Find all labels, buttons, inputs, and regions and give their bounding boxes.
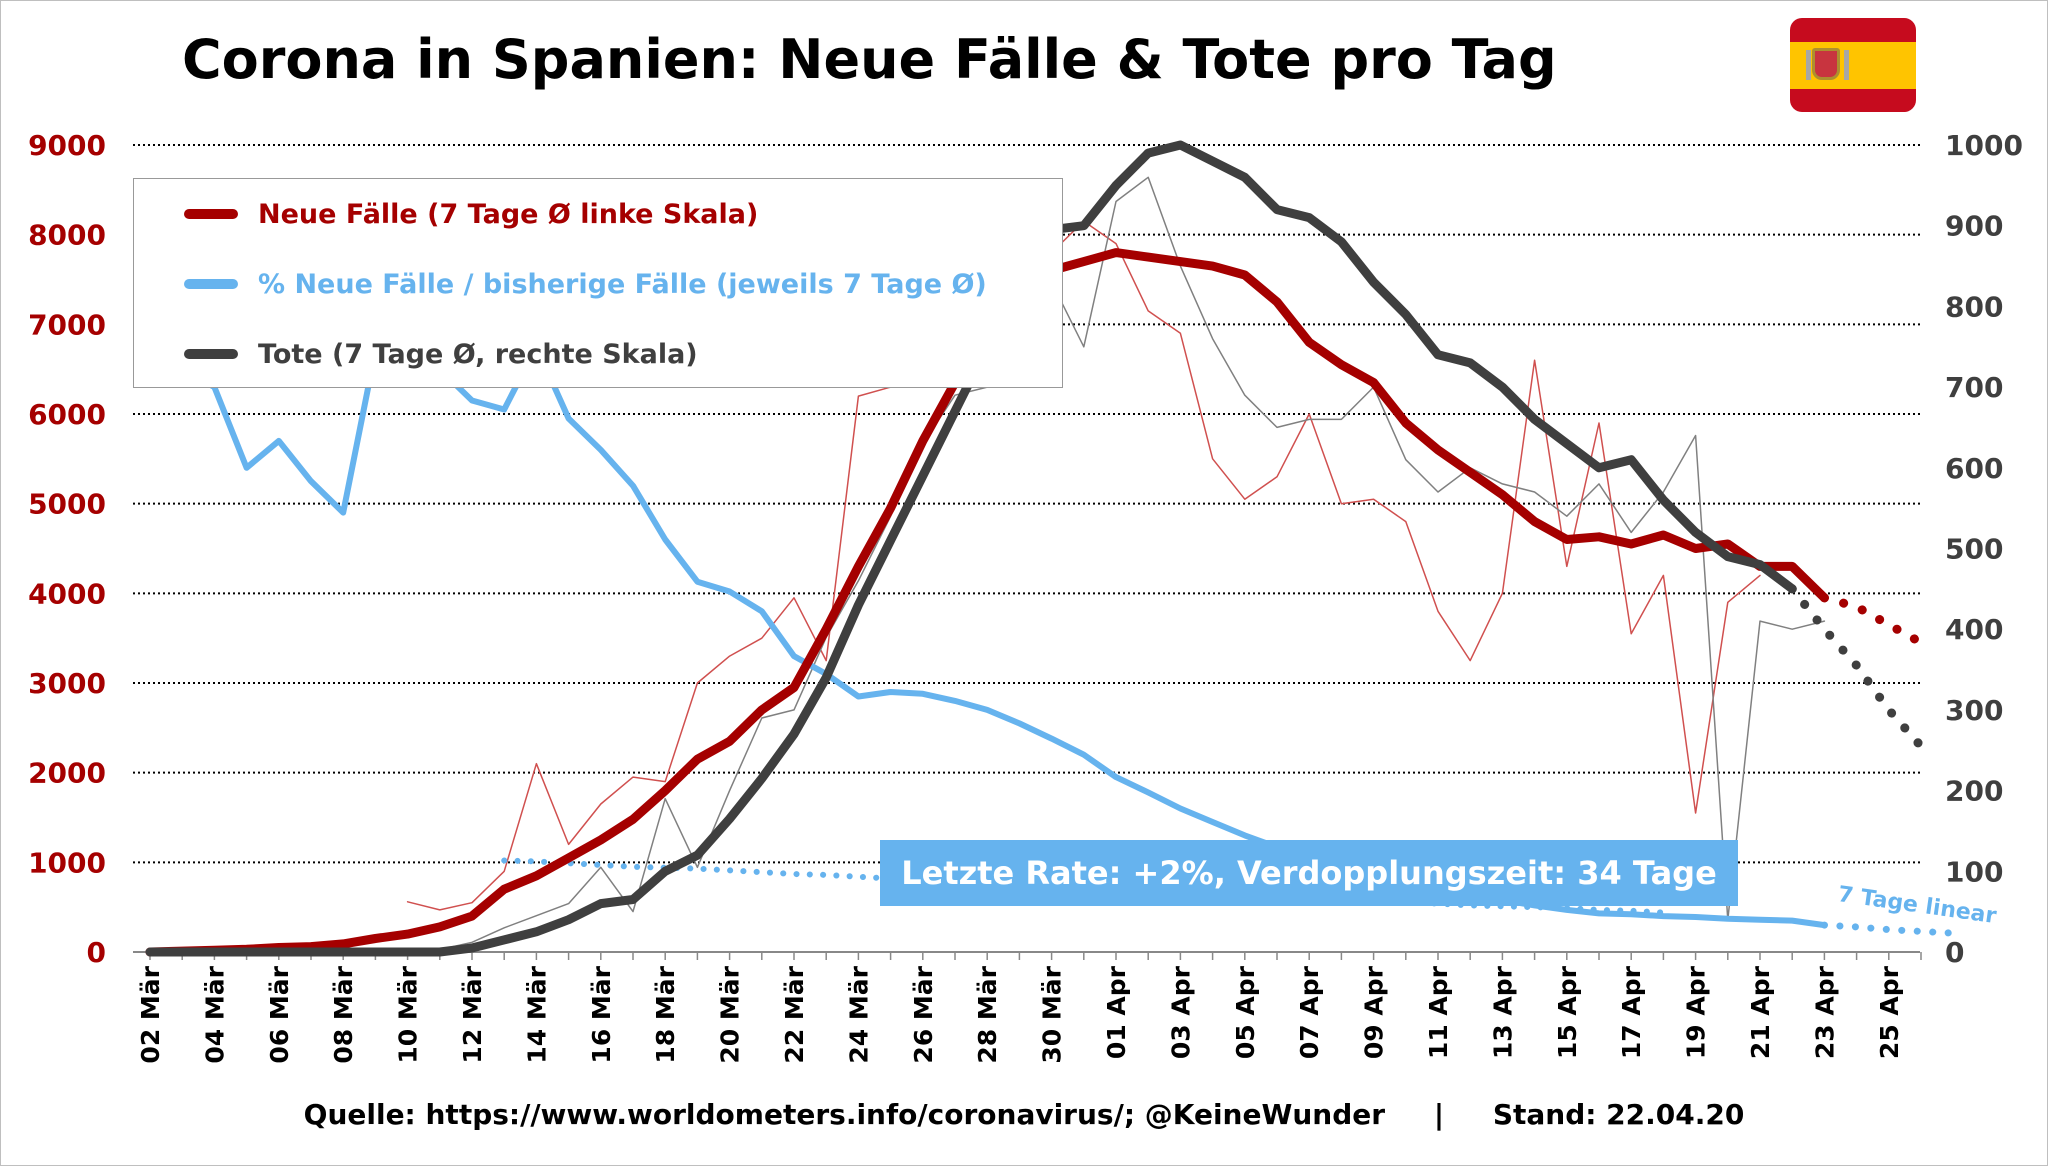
series-line — [1819, 593, 1926, 648]
x-tick-label: 19 Apr — [1682, 965, 1711, 1059]
right-tick-label: 700 — [1945, 371, 2003, 404]
left-tick-label: 9000 — [28, 129, 106, 162]
legend-item-deaths: Tote (7 Tage Ø, rechte Skala) — [184, 338, 698, 370]
x-tick-label: 14 Mär — [522, 965, 551, 1063]
right-tick-label: 0 — [1945, 936, 1964, 969]
left-tick-label: 7000 — [28, 308, 106, 341]
x-tick-label: 30 Mär — [1038, 965, 1067, 1063]
legend-swatch-cases — [184, 209, 238, 219]
x-tick-label: 02 Mär — [136, 965, 165, 1063]
x-tick-label: 04 Mär — [200, 965, 229, 1063]
series-line — [1787, 584, 1926, 751]
x-tick-label: 26 Mär — [909, 965, 938, 1063]
x-tick-label: 15 Apr — [1553, 965, 1582, 1059]
x-tick-label: 06 Mär — [265, 965, 294, 1063]
rate-annotation: Letzte Rate: +2%, Verdopplungszeit: 34 T… — [880, 840, 1738, 906]
x-tick-label: 24 Mär — [844, 965, 873, 1063]
left-tick-label: 5000 — [28, 488, 106, 521]
spain-flag-icon — [1790, 18, 1916, 112]
footer-separator: | — [1433, 1098, 1445, 1131]
right-tick-label: 800 — [1945, 290, 2003, 323]
x-tick-label: 18 Mär — [651, 965, 680, 1063]
left-tick-label: 1000 — [28, 846, 106, 879]
series-line — [439, 176, 1826, 951]
right-tick-label: 400 — [1945, 613, 2003, 646]
left-tick-label: 4000 — [28, 577, 106, 610]
right-axis: 0 100 200 300 400 500 600 700 800 900 1000 — [1945, 129, 2023, 969]
right-tick-label: 600 — [1945, 452, 2003, 485]
legend-label-rate: % Neue Fälle / bisherige Fälle (jeweils … — [258, 268, 987, 300]
x-tick-label: 09 Apr — [1360, 965, 1389, 1059]
legend-label-cases: Neue Fälle (7 Tage Ø linke Skala) — [258, 198, 759, 230]
x-tick-label: 28 Mär — [973, 965, 1002, 1063]
footer-date: Stand: 22.04.20 — [1492, 1098, 1745, 1131]
x-tick-label: 08 Mär — [329, 965, 358, 1063]
right-tick-label: 300 — [1945, 694, 2003, 727]
series-line — [1820, 921, 1957, 937]
footer-source: Quelle: https://www.worldometers.info/co… — [303, 1098, 1386, 1131]
left-tick-label: 8000 — [28, 219, 106, 252]
x-tick-label: 21 Apr — [1746, 965, 1775, 1059]
right-tick-label: 900 — [1945, 210, 2003, 243]
x-tick-label: 12 Mär — [458, 965, 487, 1063]
x-tick-label: 13 Apr — [1488, 965, 1517, 1059]
x-tick-label: 16 Mär — [587, 965, 616, 1063]
legend-item-cases: Neue Fälle (7 Tage Ø linke Skala) — [184, 198, 759, 230]
x-tick-label: 23 Apr — [1810, 965, 1839, 1059]
legend-swatch-deaths — [184, 349, 238, 359]
series-line — [179, 343, 1828, 929]
x-tick-label: 05 Apr — [1231, 965, 1260, 1059]
x-tick-label: 11 Apr — [1424, 965, 1453, 1059]
x-tick-label: 17 Apr — [1617, 965, 1646, 1059]
x-tick-label: 25 Apr — [1875, 965, 1904, 1059]
left-tick-label: 3000 — [28, 667, 106, 700]
legend-label-deaths: Tote (7 Tage Ø, rechte Skala) — [258, 338, 698, 370]
footer: Quelle: https://www.worldometers.info/co… — [0, 1098, 2048, 1131]
x-tick-label: 03 Apr — [1166, 965, 1195, 1059]
chart-title: Corona in Spanien: Neue Fälle & Tote pro… — [182, 28, 1557, 91]
legend-item-rate: % Neue Fälle / bisherige Fälle (jeweils … — [184, 268, 987, 300]
legend-swatch-rate — [184, 279, 238, 289]
chart-legend: Neue Fälle (7 Tage Ø linke Skala) % Neue… — [133, 178, 1063, 388]
left-axis: 0 1000 2000 3000 4000 5000 6000 7000 8000 9000 — [28, 129, 106, 969]
left-tick-label: 6000 — [28, 398, 106, 431]
x-tick-label: 22 Mär — [780, 965, 809, 1063]
right-tick-label: 200 — [1945, 775, 2003, 808]
x-tick-label: 10 Mär — [394, 965, 423, 1063]
x-tick-label: 01 Apr — [1102, 965, 1131, 1059]
x-tick-label: 20 Mär — [716, 965, 745, 1063]
right-tick-label: 1000 — [1945, 129, 2023, 162]
left-tick-label: 0 — [87, 936, 106, 969]
x-tick-label: 07 Apr — [1295, 965, 1324, 1059]
left-tick-label: 2000 — [28, 757, 106, 790]
x-axis: 02 Mär 04 Mär 06 Mär 08 Mär 10 Mär 12 Mär 14 M… — [136, 952, 1922, 1064]
right-tick-label: 500 — [1945, 533, 2003, 566]
right-tick-label: 100 — [1945, 855, 2003, 888]
